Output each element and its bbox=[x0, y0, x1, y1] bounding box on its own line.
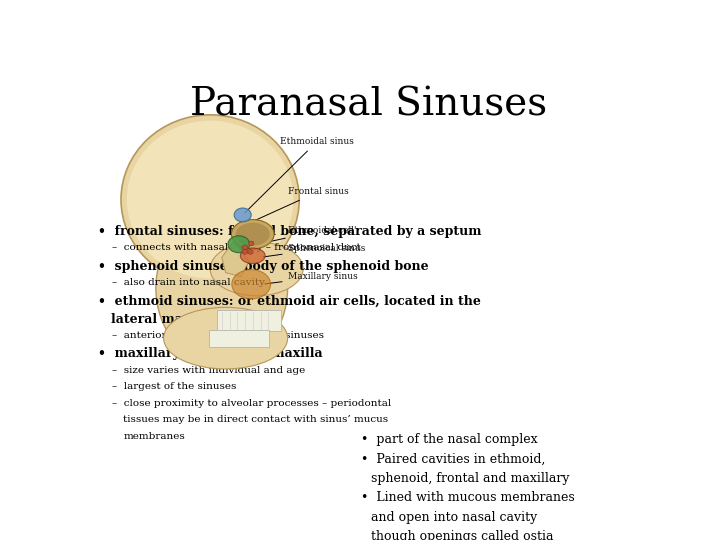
Ellipse shape bbox=[210, 242, 303, 296]
Ellipse shape bbox=[127, 120, 294, 279]
Ellipse shape bbox=[163, 307, 287, 369]
Text: sphenoid, frontal and maxillary: sphenoid, frontal and maxillary bbox=[372, 472, 570, 485]
Text: •  part of the nasal complex: • part of the nasal complex bbox=[361, 433, 537, 446]
Text: •  Lined with mucous membranes: • Lined with mucous membranes bbox=[361, 491, 575, 504]
Text: Frontal sinus: Frontal sinus bbox=[248, 187, 348, 224]
Text: –  largest of the sinuses: – largest of the sinuses bbox=[112, 382, 237, 391]
Text: Ethmoidal sinus: Ethmoidal sinus bbox=[245, 137, 354, 213]
Text: membranes: membranes bbox=[123, 431, 185, 441]
Polygon shape bbox=[222, 242, 249, 276]
Text: •  sphenoid sinuses: body of the sphenoid bone: • sphenoid sinuses: body of the sphenoid… bbox=[99, 260, 429, 273]
Text: –  size varies with individual and age: – size varies with individual and age bbox=[112, 366, 305, 375]
FancyBboxPatch shape bbox=[217, 310, 281, 331]
Text: Ethmoidal cell': Ethmoidal cell' bbox=[249, 226, 356, 246]
Text: –  also drain into nasal cavity: – also drain into nasal cavity bbox=[112, 278, 265, 287]
Ellipse shape bbox=[232, 269, 271, 299]
Text: •  maxillary: body of the maxilla: • maxillary: body of the maxilla bbox=[99, 347, 323, 361]
Text: •  Paired cavities in ethmoid,: • Paired cavities in ethmoid, bbox=[361, 453, 545, 465]
Text: •  ethmoid sinuses: or ethmoid air cells, located in the: • ethmoid sinuses: or ethmoid air cells,… bbox=[99, 294, 481, 307]
Text: –  close proximity to alveolar processes – periodontal: – close proximity to alveolar processes … bbox=[112, 399, 392, 408]
FancyBboxPatch shape bbox=[210, 330, 269, 347]
Ellipse shape bbox=[156, 211, 287, 365]
Text: tissues may be in direct contact with sinus’ mucus: tissues may be in direct contact with si… bbox=[123, 415, 388, 424]
Text: lateral masses: lateral masses bbox=[111, 313, 212, 326]
Ellipse shape bbox=[228, 236, 250, 253]
Ellipse shape bbox=[235, 222, 270, 246]
Ellipse shape bbox=[234, 208, 251, 222]
Text: Sphenoical sinus: Sphenoical sinus bbox=[264, 244, 365, 257]
Ellipse shape bbox=[248, 249, 253, 254]
Text: •  frontal sinuses: frontal bone, separated by a septum: • frontal sinuses: frontal bone, separat… bbox=[99, 225, 482, 238]
Text: though openings called ostia: though openings called ostia bbox=[372, 530, 554, 540]
Ellipse shape bbox=[248, 241, 254, 246]
Text: and open into nasal cavity: and open into nasal cavity bbox=[372, 511, 538, 524]
Text: Paranasal Sinuses: Paranasal Sinuses bbox=[190, 86, 548, 123]
Text: Maxillary sinus: Maxillary sinus bbox=[265, 272, 357, 284]
Text: –  anterior, middle and posterior sinuses: – anterior, middle and posterior sinuses bbox=[112, 331, 324, 340]
Ellipse shape bbox=[240, 248, 265, 264]
Ellipse shape bbox=[231, 220, 274, 249]
Ellipse shape bbox=[243, 245, 248, 249]
Ellipse shape bbox=[121, 115, 300, 284]
Text: –  connects with nasal cavity – frontonasal duct: – connects with nasal cavity – frontonas… bbox=[112, 243, 361, 252]
Ellipse shape bbox=[243, 249, 248, 254]
